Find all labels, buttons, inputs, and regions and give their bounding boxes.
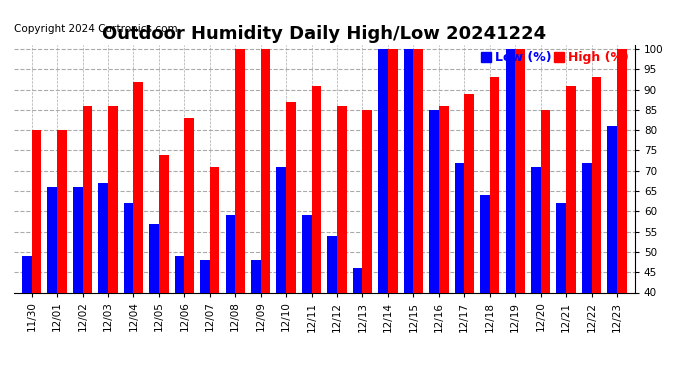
Bar [490, 78, 500, 292]
Bar [200, 260, 210, 292]
Bar [607, 126, 617, 292]
Bar [413, 49, 423, 292]
Bar [327, 236, 337, 292]
Bar [22, 256, 32, 292]
Bar [57, 130, 67, 292]
Bar [184, 118, 194, 292]
Bar [226, 215, 235, 292]
Bar [337, 106, 346, 292]
Bar [480, 195, 490, 292]
Bar [235, 49, 245, 292]
Bar [210, 167, 219, 292]
Bar [251, 260, 261, 292]
Bar [83, 106, 92, 292]
Bar [429, 110, 439, 292]
Bar [378, 49, 388, 292]
Bar [591, 78, 601, 292]
Bar [286, 102, 296, 292]
Legend: Low (%), High (%): Low (%), High (%) [481, 51, 629, 64]
Bar [556, 203, 566, 292]
Bar [582, 163, 591, 292]
Bar [277, 167, 286, 292]
Bar [506, 49, 515, 292]
Bar [464, 94, 474, 292]
Bar [261, 49, 270, 292]
Bar [73, 187, 83, 292]
Bar [353, 268, 362, 292]
Bar [133, 81, 143, 292]
Bar [566, 86, 575, 292]
Bar [362, 110, 372, 292]
Bar [302, 215, 312, 292]
Bar [175, 256, 184, 292]
Bar [32, 130, 41, 292]
Bar [515, 49, 525, 292]
Bar [149, 224, 159, 292]
Bar [48, 187, 57, 292]
Bar [531, 167, 541, 292]
Bar [439, 106, 449, 292]
Bar [124, 203, 133, 292]
Bar [541, 110, 551, 292]
Bar [388, 49, 397, 292]
Text: Copyright 2024 Curtronics.com: Copyright 2024 Curtronics.com [14, 24, 177, 34]
Bar [98, 183, 108, 292]
Bar [404, 49, 413, 292]
Bar [617, 49, 627, 292]
Bar [455, 163, 464, 292]
Bar [108, 106, 117, 292]
Bar [312, 86, 322, 292]
Bar [159, 154, 168, 292]
Title: Outdoor Humidity Daily High/Low 20241224: Outdoor Humidity Daily High/Low 20241224 [102, 26, 546, 44]
